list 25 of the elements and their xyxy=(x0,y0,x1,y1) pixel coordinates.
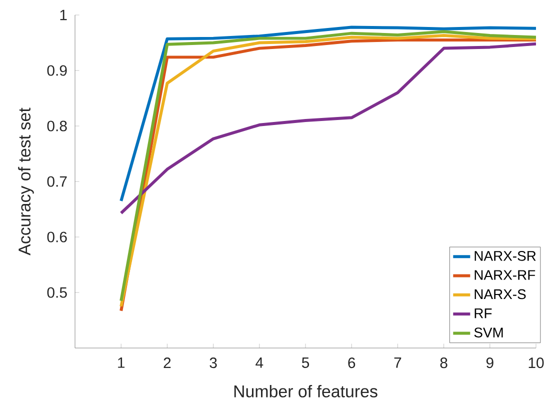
x-tick-label: 10 xyxy=(528,358,544,368)
x-tick-label: 6 xyxy=(348,358,356,368)
x-tick-label: 9 xyxy=(486,358,494,368)
x-tick-label: 5 xyxy=(302,358,310,368)
legend-label: NARX-S xyxy=(474,289,526,300)
legend-label: RF xyxy=(474,308,492,318)
y-axis-title: Accuracy of test set xyxy=(18,108,34,256)
legend-label: NARX-SR xyxy=(474,250,536,261)
line-series xyxy=(120,26,536,202)
legend-label: NARX-RF xyxy=(474,270,536,280)
y-tick-label: 0.9 xyxy=(47,65,67,76)
x-tick-label: 2 xyxy=(164,358,171,368)
legend-label: SVM xyxy=(474,328,503,338)
y-tick-label: 0.8 xyxy=(47,120,67,132)
y-tick-label: 0.5 xyxy=(47,287,67,298)
x-tick-label: 7 xyxy=(394,358,402,368)
x-axis-title: Number of features xyxy=(234,384,378,398)
x-tick-label: 3 xyxy=(210,358,217,368)
line-series xyxy=(120,42,536,215)
y-tick-label: 0.7 xyxy=(47,176,67,187)
x-tick-label: 1 xyxy=(118,358,125,368)
x-tick-label: 4 xyxy=(256,358,264,368)
x-tick-label: 8 xyxy=(440,358,448,368)
y-tick-label: 1 xyxy=(60,10,67,20)
y-tick-label: 0.6 xyxy=(47,232,67,242)
